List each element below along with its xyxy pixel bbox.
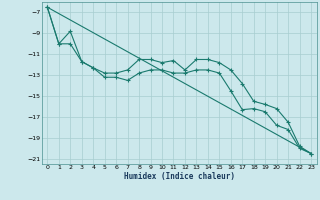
X-axis label: Humidex (Indice chaleur): Humidex (Indice chaleur) (124, 172, 235, 181)
